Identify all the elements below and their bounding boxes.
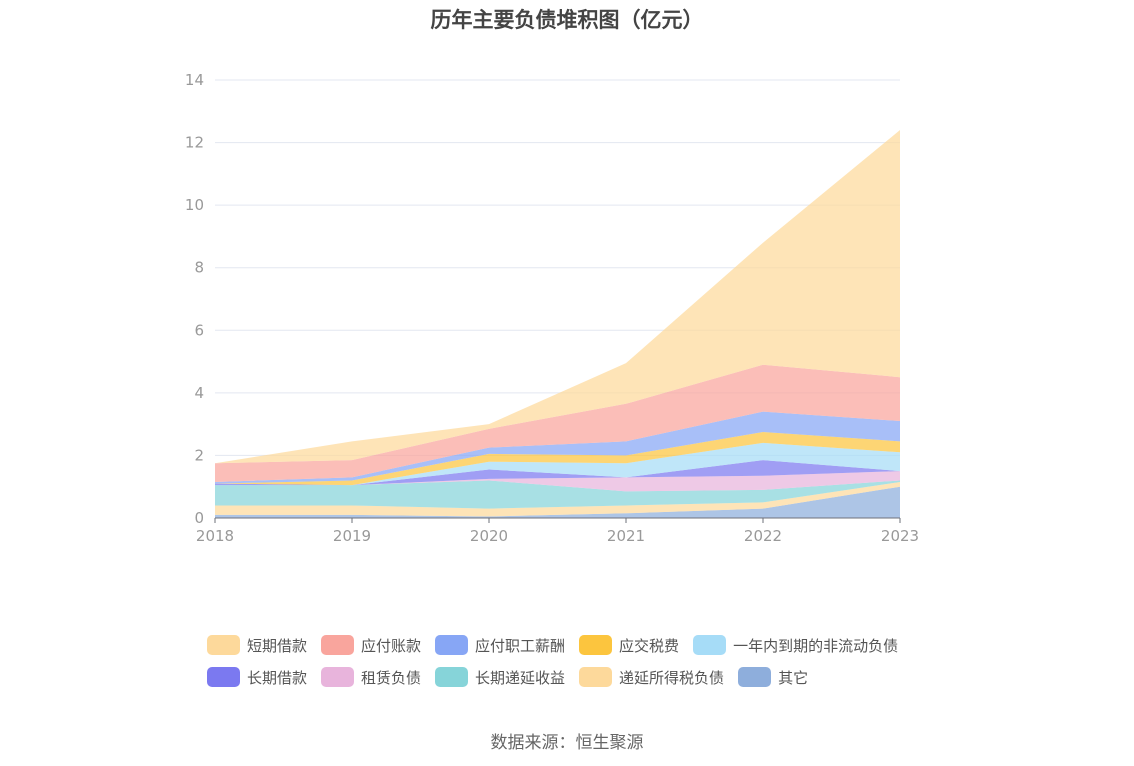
area-series-8[interactable] bbox=[215, 364, 900, 483]
area-series-0[interactable] bbox=[215, 486, 900, 518]
legend-swatch bbox=[321, 635, 355, 655]
legend-item[interactable]: 短期借款 bbox=[207, 635, 307, 656]
chart-title: 历年主要负债堆积图（亿元） bbox=[430, 8, 704, 32]
x-tick-label: 2019 bbox=[333, 527, 371, 545]
area-series-1[interactable] bbox=[215, 482, 900, 517]
area-series-3[interactable] bbox=[215, 471, 900, 492]
legend-item[interactable]: 一年内到期的非流动负债 bbox=[693, 635, 898, 656]
chart-plot: 0 2 4 6 8 10 12 14 2018 2019 2020 2021 2022 2023 bbox=[185, 71, 919, 545]
y-tick-label: 6 bbox=[194, 321, 204, 339]
y-tick-label: 2 bbox=[194, 446, 204, 464]
legend-item[interactable]: 长期借款 bbox=[207, 667, 307, 688]
x-tick-label: 2023 bbox=[881, 527, 919, 545]
area-series-6[interactable] bbox=[215, 431, 900, 486]
legend-item[interactable]: 递延所得税负债 bbox=[579, 667, 724, 688]
legend-label: 其它 bbox=[778, 668, 809, 687]
legend-swatch bbox=[435, 667, 469, 687]
legend-item[interactable]: 其它 bbox=[738, 667, 808, 688]
legend-item[interactable]: 应交税费 bbox=[579, 635, 679, 656]
y-tick-label: 4 bbox=[194, 384, 204, 402]
area-series-5[interactable] bbox=[215, 442, 900, 486]
legend-swatch bbox=[579, 667, 613, 687]
legend-item[interactable]: 应付账款 bbox=[321, 635, 421, 656]
legend-item[interactable]: 应付职工薪酬 bbox=[435, 635, 565, 656]
area-series-4[interactable] bbox=[215, 460, 900, 486]
legend-label: 应交税费 bbox=[619, 636, 680, 655]
legend-label: 短期借款 bbox=[247, 636, 308, 655]
area-series-9[interactable] bbox=[215, 130, 900, 464]
legend-swatch bbox=[579, 635, 613, 655]
legend-label: 长期借款 bbox=[247, 668, 308, 687]
y-tick-label: 8 bbox=[194, 259, 204, 277]
x-tick-label: 2018 bbox=[196, 527, 234, 545]
y-tick-label: 14 bbox=[185, 71, 204, 89]
x-tick-label: 2020 bbox=[470, 527, 508, 545]
legend-label: 一年内到期的非流动负债 bbox=[733, 636, 899, 655]
legend-label: 应付账款 bbox=[361, 636, 422, 655]
legend-label: 租赁负债 bbox=[361, 668, 422, 687]
legend-swatch bbox=[435, 635, 469, 655]
legend-item[interactable]: 长期递延收益 bbox=[435, 667, 565, 688]
y-tick-label: 0 bbox=[194, 509, 204, 527]
legend-swatch bbox=[693, 635, 727, 655]
x-tick-label: 2022 bbox=[744, 527, 782, 545]
legend-swatch bbox=[207, 635, 240, 655]
legend-label: 长期递延收益 bbox=[475, 668, 566, 687]
legend-swatch bbox=[738, 667, 772, 687]
y-tick-label: 12 bbox=[185, 134, 204, 152]
y-tick-label: 10 bbox=[185, 196, 204, 214]
area-series-2[interactable] bbox=[215, 480, 900, 509]
legend-item[interactable]: 租赁负债 bbox=[321, 667, 421, 688]
legend-label: 应付职工薪酬 bbox=[475, 636, 566, 655]
legend-swatch bbox=[321, 667, 355, 687]
legend-swatch bbox=[207, 667, 240, 687]
legend-label: 递延所得税负债 bbox=[619, 668, 725, 687]
x-tick-label: 2021 bbox=[607, 527, 645, 545]
area-series-7[interactable] bbox=[215, 411, 900, 484]
data-source-note: 数据来源：恒生聚源 bbox=[490, 733, 644, 753]
